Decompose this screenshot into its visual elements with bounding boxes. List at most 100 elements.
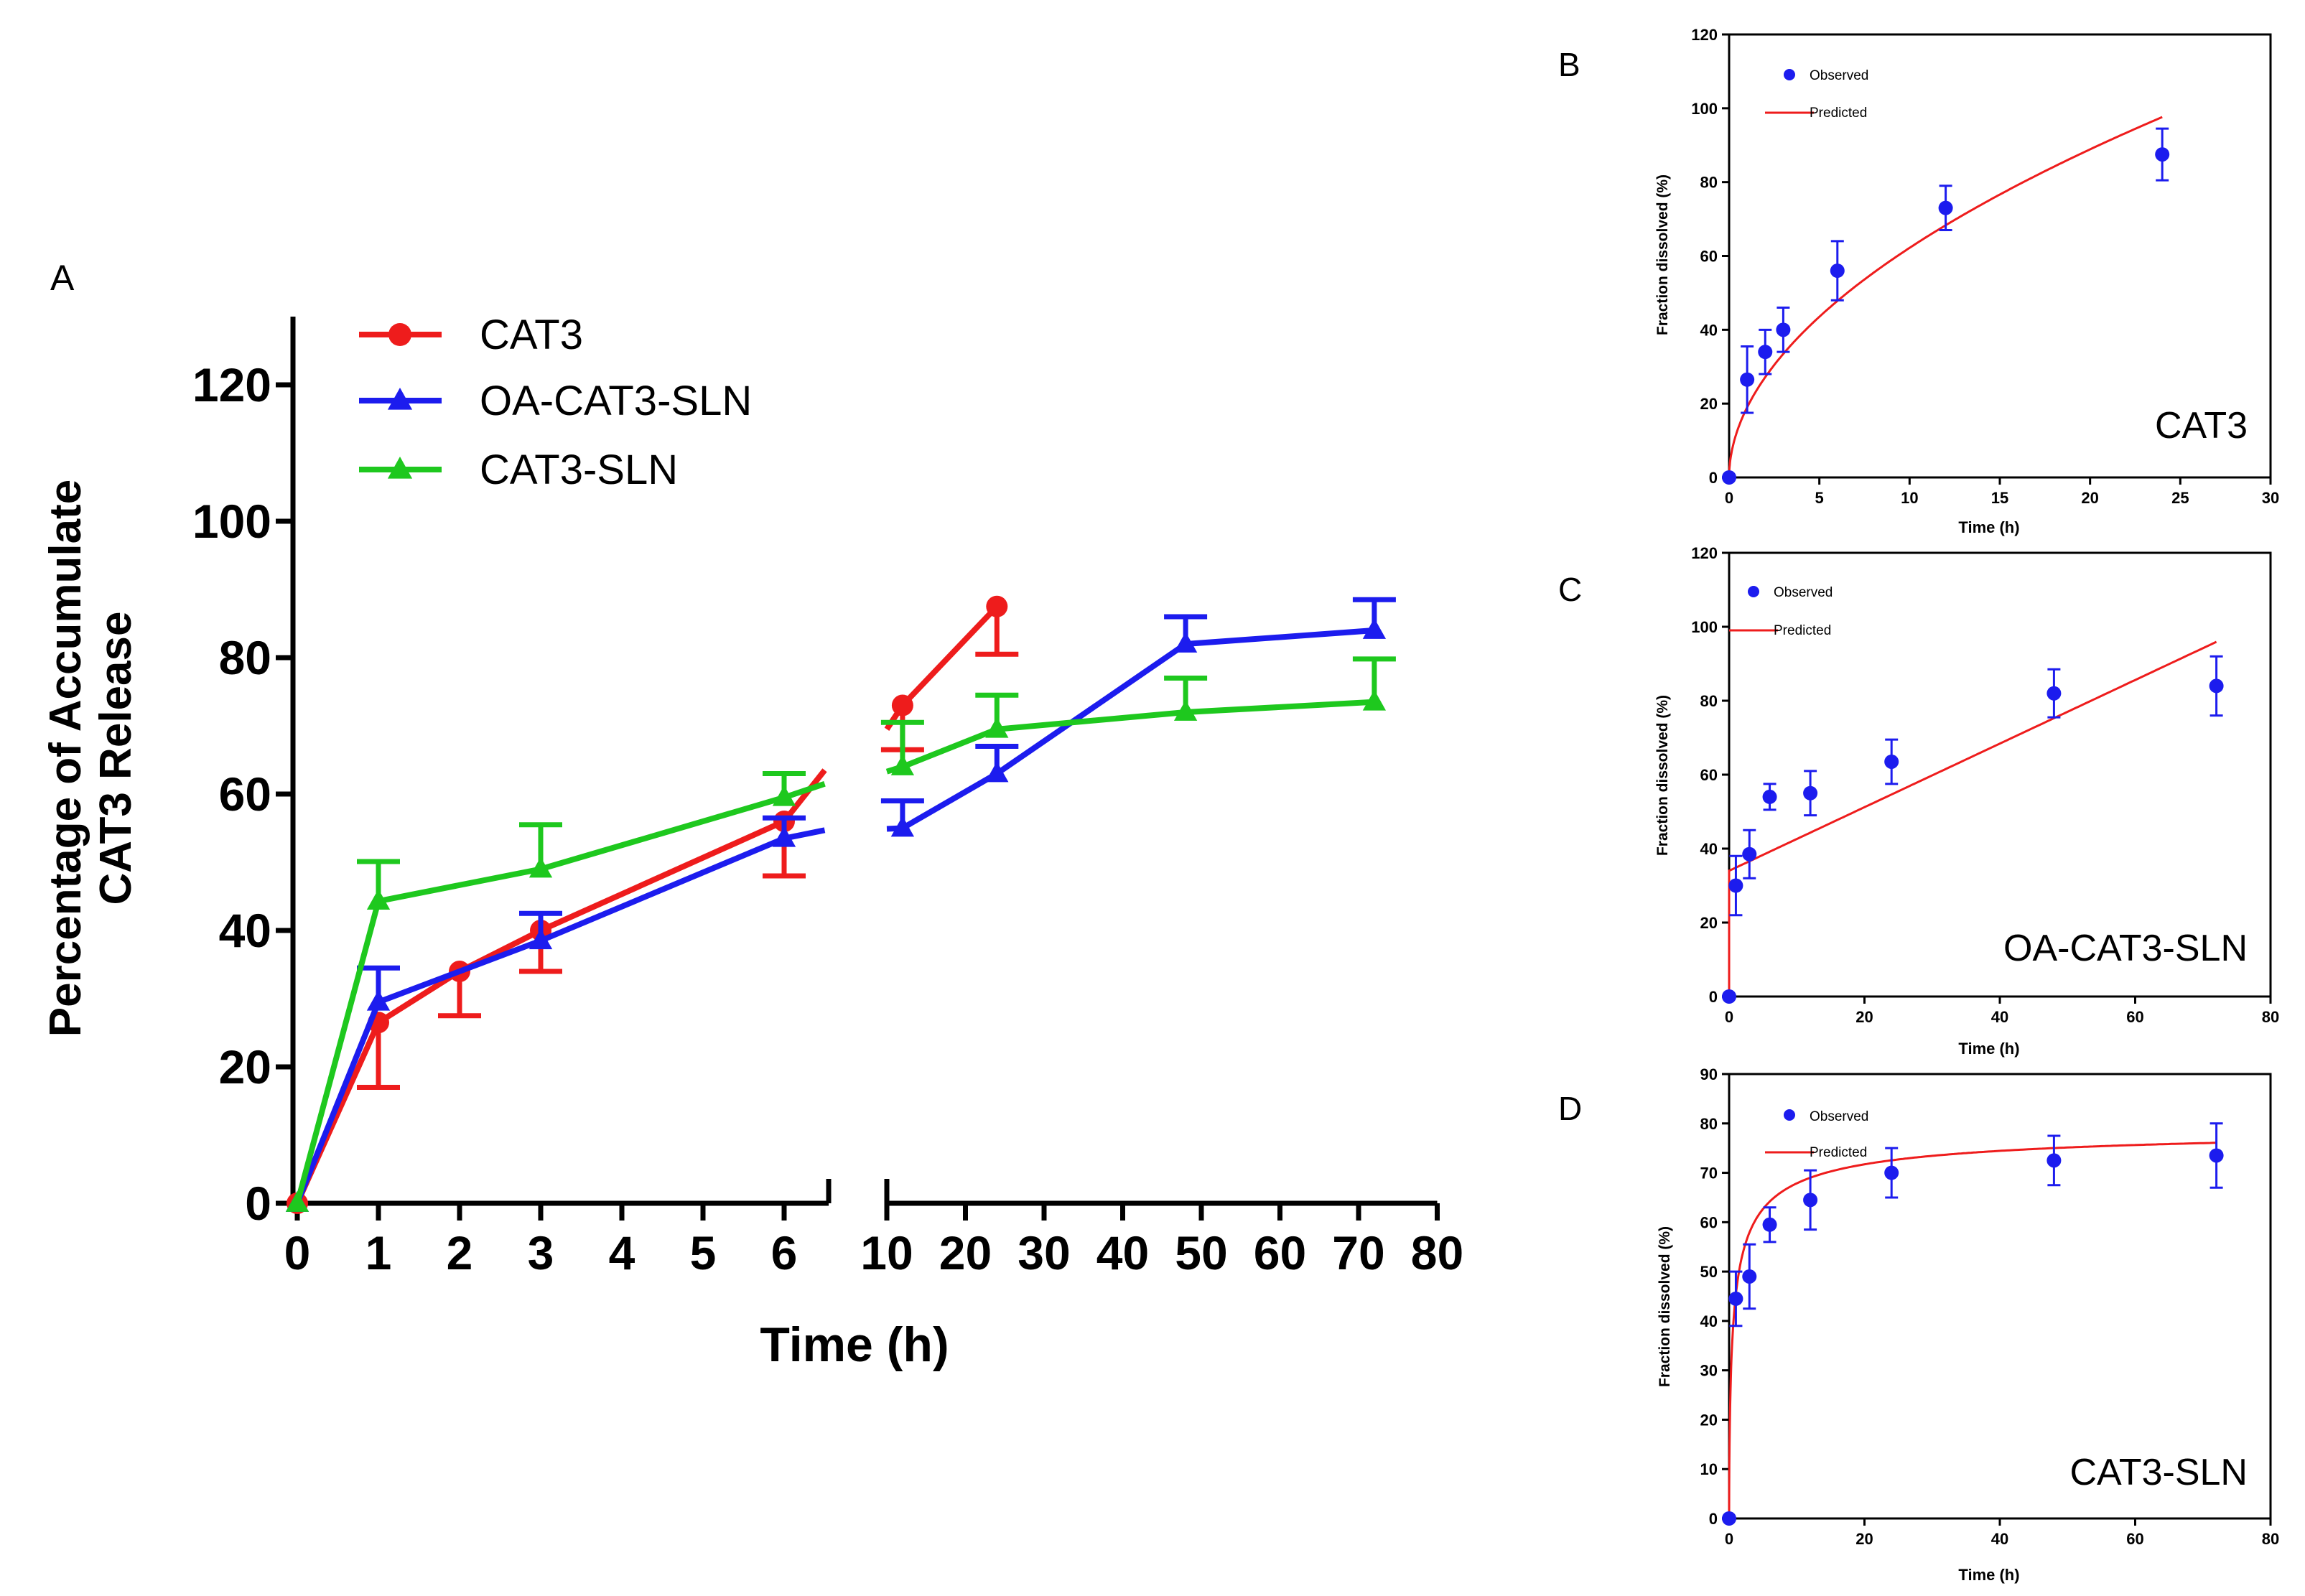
panel-d-y-tick-label: 0	[1709, 1510, 1718, 1528]
panel-d-observed-point	[1803, 1193, 1818, 1208]
panel-d-x-tick-label: 40	[1991, 1530, 2008, 1548]
panel-a-x-tick-label: 80	[1411, 1226, 1463, 1279]
data-point-cat3-sln	[528, 857, 553, 878]
panel-b-chart: B 0 5 10 15 20 25 30 0 20 40 60 80 100 120 CAT3 Fract…	[1558, 26, 2279, 536]
data-point-oa-cat3-sln	[985, 761, 1009, 783]
panel-b-plot: 0 5 10 15 20 25 30 0 20 40 60 80 100 120	[1691, 26, 2279, 507]
panel-b-observed-point	[1740, 372, 1755, 387]
panel-b-y-tick-label: 40	[1700, 321, 1718, 339]
panel-a-y-axis-title-line2: CAT3 Release	[91, 612, 141, 905]
panel-d-observed-point	[1762, 1217, 1777, 1232]
panel-c-observed-point	[1803, 785, 1818, 801]
series-line-cat3	[294, 818, 786, 1205]
panel-a-x-tick-label: 40	[1096, 1226, 1149, 1279]
panel-a-chart: A 0 20 40 60 80 100 120 0 1 2 3 4 5 6 10 20 30 40 50 60 70 80…	[41, 258, 1463, 1372]
panel-b-y-tick-label: 120	[1691, 26, 1718, 44]
panel-c-plot: 0 20 40 60 80 0 20 40 60 80 100 120	[1691, 544, 2279, 1026]
panel-a-y-tick-label: 100	[192, 495, 271, 548]
panel-c-inset-label: OA-CAT3-SLN	[2003, 928, 2248, 969]
data-point-cat3	[986, 595, 1008, 617]
panel-b-x-tick-label: 5	[1815, 489, 1824, 507]
panel-d-inset-label: CAT3-SLN	[2069, 1452, 2248, 1493]
panel-b-observed-point	[1722, 470, 1736, 485]
panel-c-legend-observed: Observed	[1774, 585, 1833, 600]
series-line-oa-cat3-sln	[900, 627, 1375, 831]
panel-d-plot: 0 20 40 60 80 0 10 20 30 40 50 60 70 80 90	[1700, 1065, 2280, 1548]
panel-c-x-axis-title: Time (h)	[1958, 1040, 2019, 1058]
panel-d-y-tick-label: 30	[1700, 1362, 1718, 1380]
panel-d-observed-point	[2046, 1153, 2062, 1168]
series-break-stub-cat3	[781, 768, 827, 823]
panel-b-legend-observed: Observed	[1810, 68, 1868, 83]
panel-a-y-tick-label: 40	[219, 904, 271, 957]
panel-a-x-tick-label: 5	[690, 1226, 717, 1279]
panel-b-y-tick-label: 100	[1691, 100, 1718, 118]
panel-c-y-tick-label: 80	[1700, 692, 1718, 710]
panel-d-y-tick-label: 60	[1700, 1213, 1718, 1231]
panel-d-observed-point	[1728, 1291, 1743, 1306]
panel-d-x-tick-label: 60	[2126, 1530, 2143, 1548]
panel-a-x-tick-label: 6	[771, 1226, 798, 1279]
series-line-cat3	[900, 604, 1000, 708]
panel-c-x-tick-label: 60	[2126, 1008, 2143, 1026]
panel-d-legend-observed-marker	[1784, 1109, 1795, 1121]
series-line-cat3-sln	[901, 699, 1375, 770]
data-point-cat3-sln	[890, 755, 915, 775]
data-point-cat3-sln	[366, 889, 391, 910]
panel-d-observed-point	[1742, 1269, 1757, 1284]
panel-b-legend-predicted: Predicted	[1810, 106, 1867, 121]
series-line-oa-cat3-sln	[294, 836, 786, 1205]
legend-label-cat3-sln: CAT3-SLN	[480, 447, 678, 493]
series-cat3-sln	[285, 656, 1396, 1212]
panel-a-x-tick-label: 4	[609, 1226, 635, 1279]
panel-d-legend-predicted: Predicted	[1810, 1145, 1867, 1160]
panel-c-y-tick-label: 40	[1700, 840, 1718, 858]
series-break-stub-cat3-sln	[783, 780, 826, 801]
panel-c-y-tick-label: 100	[1691, 618, 1718, 636]
panel-c-observed-point	[1884, 754, 1899, 769]
panel-b-x-axis-title: Time (h)	[1958, 518, 2019, 536]
series-oa-cat3-sln	[285, 597, 1396, 1212]
panel-c-observed-point	[1728, 878, 1743, 893]
panel-a-y-axis-title-line1: Percentage of Accumulate	[41, 480, 90, 1037]
panel-a-series	[285, 595, 1396, 1214]
panel-a-x-tick-label: 50	[1175, 1226, 1227, 1279]
panel-d-x-tick-label: 80	[2262, 1530, 2279, 1548]
series-line-cat3-sln	[294, 794, 786, 1205]
panel-b-x-tick-label: 20	[2081, 489, 2098, 507]
panel-letter-b: B	[1558, 46, 1580, 83]
panel-b-observed-point	[1938, 200, 1953, 215]
series-cat3	[287, 595, 1019, 1214]
panel-b-x-tick-label: 10	[1901, 489, 1918, 507]
legend-marker-cat3-sln	[387, 457, 413, 479]
panel-b-x-tick-label: 25	[2171, 489, 2189, 507]
panel-c-y-tick-label: 60	[1700, 766, 1718, 784]
panel-c-x-tick-label: 0	[1725, 1008, 1733, 1026]
data-point-oa-cat3-sln	[1173, 632, 1198, 653]
panel-c-x-tick-label: 80	[2262, 1008, 2279, 1026]
panel-a-y-tick-label: 20	[219, 1040, 271, 1093]
panel-b-legend-observed-marker	[1784, 69, 1795, 80]
panel-c-x-tick-label: 20	[1855, 1008, 1873, 1026]
panel-a-x-tick-label: 1	[365, 1226, 392, 1279]
legend-label-oa-cat3-sln: OA-CAT3-SLN	[480, 378, 752, 424]
data-point-cat3-sln	[1362, 689, 1387, 711]
panel-c-y-tick-label: 120	[1691, 544, 1718, 562]
panel-a-y-tick-label: 0	[245, 1177, 271, 1230]
panel-b-y-tick-label: 80	[1700, 174, 1718, 192]
panel-c-observed-point	[1762, 789, 1777, 804]
panel-b-x-tick-label: 0	[1725, 489, 1733, 507]
panel-d-legend-observed: Observed	[1810, 1109, 1868, 1124]
panel-b-observed-point	[2155, 147, 2170, 162]
panel-a-x-tick-label: 10	[860, 1226, 913, 1279]
data-point-cat3-sln	[1173, 700, 1198, 721]
panel-b-y-tick-label: 60	[1700, 248, 1718, 266]
panel-d-observed-point	[2209, 1148, 2224, 1163]
panel-c-y-axis-title: Fraction dissolved (%)	[1654, 695, 1671, 856]
panel-d-y-tick-label: 10	[1700, 1460, 1718, 1478]
panel-c-observed-point	[1722, 989, 1736, 1004]
panel-b-x-tick-label: 30	[2262, 489, 2279, 507]
data-point-oa-cat3-sln	[772, 826, 796, 847]
panel-b-observed-point	[1830, 263, 1845, 279]
